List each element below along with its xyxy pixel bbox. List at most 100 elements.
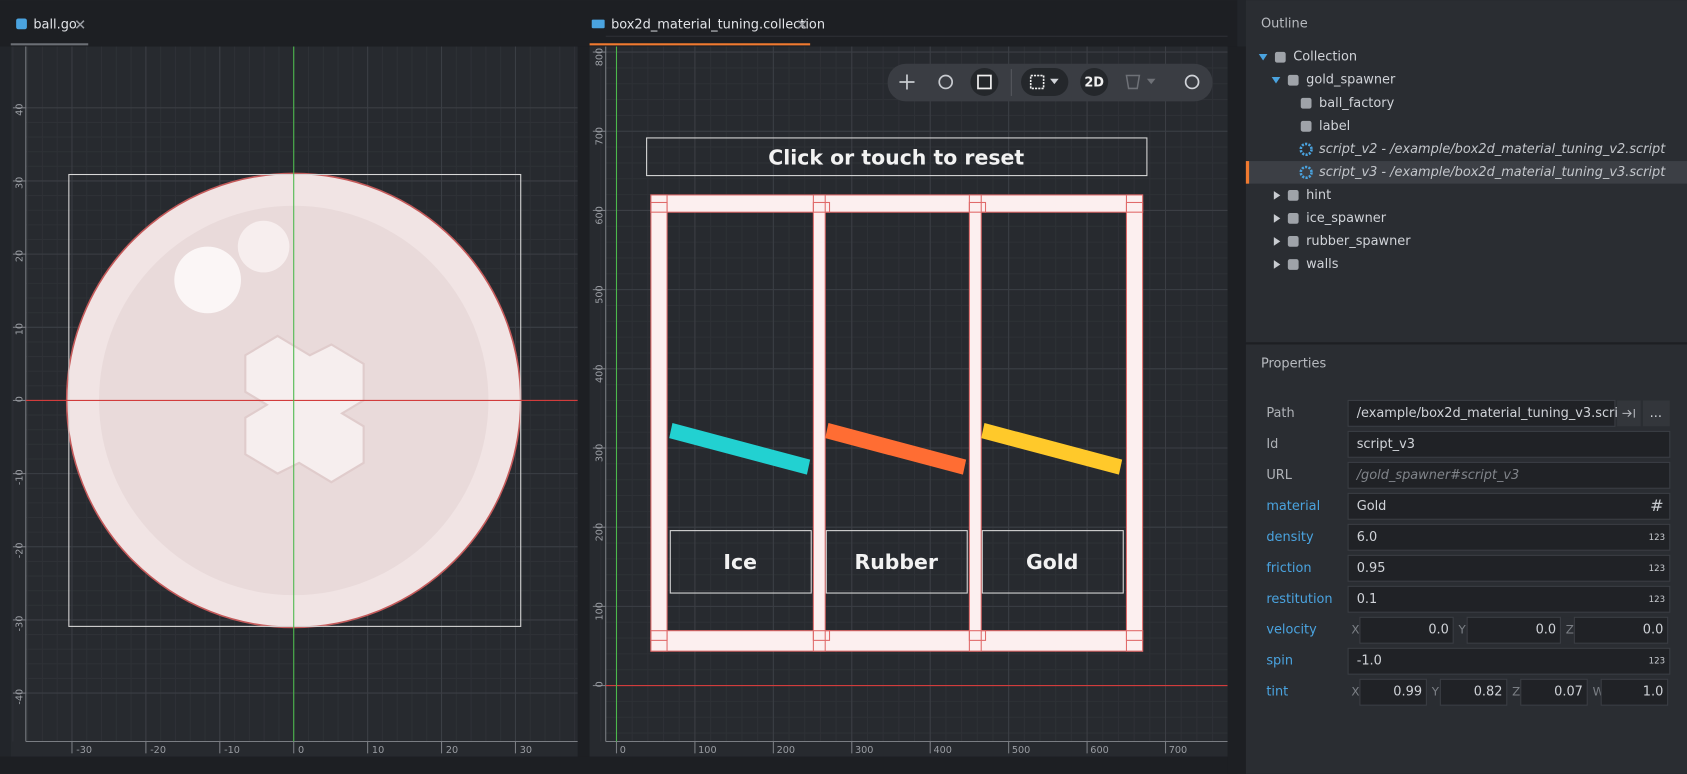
x-tick-label: 100 (698, 745, 716, 756)
platform (981, 423, 1123, 475)
x-tick-label: 200 (777, 745, 795, 756)
wall (968, 194, 982, 652)
ball-highlight (174, 246, 241, 314)
x-tick-label: -10 (224, 745, 240, 756)
label-box (669, 530, 812, 594)
outline-item[interactable]: Collection (1293, 50, 1357, 65)
input-box[interactable] (1466, 616, 1561, 644)
grid-toggle-bg[interactable] (1021, 67, 1069, 96)
tab-close[interactable] (75, 20, 85, 29)
property-label: spin (1266, 654, 1293, 669)
property-value[interactable]: -1.0 (1357, 654, 1382, 669)
component-value[interactable]: 0.82 (1474, 685, 1503, 700)
property-value[interactable]: /gold_spawner#script_v3 (1356, 468, 1520, 483)
property-value[interactable]: Gold (1357, 499, 1387, 514)
cube-icon (16, 18, 27, 30)
input-box[interactable] (1347, 492, 1671, 520)
input-box[interactable] (1347, 523, 1671, 551)
browse-button[interactable]: ... (1650, 406, 1662, 421)
component-value[interactable]: 0.0 (1643, 623, 1664, 638)
input-box[interactable] (1520, 678, 1588, 706)
y-tick-label: 0 (14, 396, 25, 402)
expand-arrow[interactable] (1273, 260, 1281, 269)
x-tick-label: 0 (298, 745, 304, 756)
property-value[interactable]: 0.1 (1357, 592, 1378, 607)
path-button[interactable] (1642, 400, 1670, 427)
mode-label[interactable]: 2D (1084, 76, 1104, 91)
ball-highlight (237, 220, 290, 273)
expand-arrow[interactable] (1273, 237, 1281, 246)
property-value[interactable]: 6.0 (1357, 530, 1378, 545)
y-tick-label: 600 (594, 206, 605, 224)
input-box[interactable] (1347, 461, 1671, 489)
outline-item[interactable]: walls (1306, 257, 1339, 272)
rotate-tool[interactable] (938, 74, 954, 90)
input-box[interactable] (1573, 616, 1669, 644)
camera-tool[interactable] (1184, 74, 1200, 90)
wall (650, 630, 1144, 652)
outline-item[interactable]: label (1319, 119, 1350, 134)
scale-tool[interactable] (977, 74, 992, 90)
y-tick-label: -10 (14, 469, 25, 485)
y-tick-label: 700 (594, 127, 605, 145)
outline-item[interactable]: script_v3 - /example/box2d_material_tuni… (1319, 165, 1666, 180)
outline-item[interactable]: rubber_spawner (1306, 234, 1411, 249)
expand-arrow[interactable] (1273, 191, 1281, 200)
node-icon (1300, 120, 1312, 132)
input-box[interactable] (1439, 678, 1508, 706)
number-icon: 123 (1649, 595, 1665, 605)
bottom-strip (0, 756, 1238, 774)
collection-icon (591, 19, 605, 29)
property-value[interactable]: 0.95 (1357, 561, 1386, 576)
visibility-tool[interactable] (1125, 74, 1141, 90)
input-box[interactable] (1600, 678, 1669, 706)
platform (669, 423, 811, 475)
number-icon: 123 (1649, 533, 1665, 543)
splitter (1227, 46, 1246, 774)
move-tool[interactable] (899, 74, 915, 90)
y-tick-label: 100 (594, 602, 605, 620)
y-tick-label: -30 (14, 616, 25, 632)
tab-close[interactable] (797, 20, 807, 29)
component-value[interactable]: 1.0 (1643, 685, 1664, 700)
component-value[interactable]: 0.07 (1554, 685, 1583, 700)
reset-label[interactable]: Click or touch to reset (768, 145, 1024, 169)
expand-arrow[interactable] (1271, 77, 1281, 84)
property-label: density (1266, 530, 1314, 545)
input-box[interactable] (1347, 399, 1616, 427)
component-value[interactable]: 0.0 (1428, 623, 1449, 638)
mode-bg (1080, 67, 1109, 96)
x-tick-label: 400 (933, 745, 951, 756)
node-icon (1287, 259, 1299, 270)
input-box[interactable] (1359, 616, 1454, 644)
number-icon: 123 (1649, 564, 1665, 574)
property-label: Id (1266, 437, 1278, 452)
script-icon (1299, 142, 1313, 157)
outline-item[interactable]: ball_factory (1319, 96, 1395, 111)
y-tick-label: 800 (594, 48, 605, 66)
property-label: friction (1266, 561, 1311, 576)
x-tick-label: 300 (855, 745, 873, 756)
input-box[interactable] (1359, 678, 1427, 706)
outline-item[interactable]: ice_spawner (1306, 211, 1387, 226)
outline-item[interactable]: gold_spawner (1306, 73, 1396, 88)
input-box[interactable] (1347, 430, 1671, 458)
property-label: restitution (1266, 592, 1332, 607)
outline-item[interactable]: script_v2 - /example/box2d_material_tuni… (1319, 142, 1666, 157)
y-tick-label: -20 (14, 542, 25, 558)
property-value[interactable]: script_v3 (1357, 437, 1415, 452)
tab-title[interactable]: ball.go (33, 17, 77, 32)
expand-arrow[interactable] (1273, 214, 1281, 223)
number-icon: 123 (1649, 657, 1665, 667)
tab-title[interactable]: box2d_material_tuning.collection (611, 17, 825, 32)
expand-arrow[interactable] (1258, 54, 1268, 61)
property-value[interactable]: /example/box2d_material_tuning_v3.script (1357, 406, 1632, 421)
outline-item[interactable]: hint (1306, 188, 1331, 203)
reset-box (646, 137, 1148, 177)
input-box[interactable] (1347, 647, 1671, 675)
input-box[interactable] (1347, 554, 1671, 582)
component-value[interactable]: 0.0 (1536, 623, 1557, 638)
component-value[interactable]: 0.99 (1393, 685, 1422, 700)
input-box[interactable] (1347, 585, 1671, 613)
